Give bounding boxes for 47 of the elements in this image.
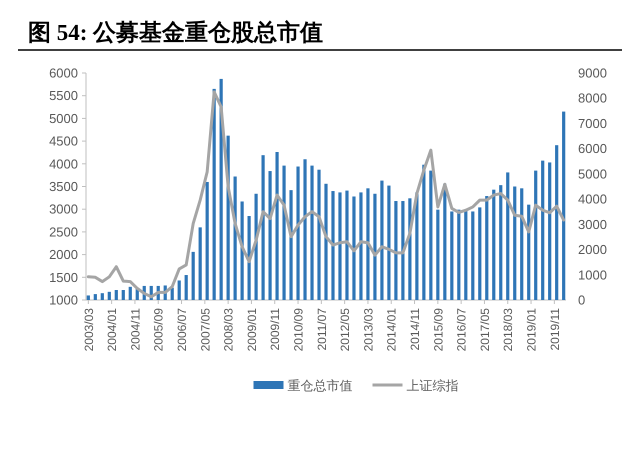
x-tick-label: 2007/05 — [198, 308, 212, 352]
y2-tick-label: 0 — [578, 292, 586, 308]
y2-tick-label: 6000 — [578, 141, 607, 156]
y-tick-label: 1000 — [49, 292, 78, 308]
x-tick-label: 2009/01 — [244, 308, 259, 352]
legend-上证综指: 上证综指 — [372, 378, 458, 393]
x-tick-label: 2016/07 — [454, 308, 469, 352]
y2-tick-label: 9000 — [578, 66, 607, 80]
x-tick-label: 2003/03 — [82, 308, 96, 352]
x-tick-label: 2012/05 — [338, 308, 352, 352]
x-tick-label: 2015/09 — [431, 308, 446, 352]
x-tick-label: 2011/07 — [314, 308, 329, 350]
x-tick-label: 2019/01 — [524, 308, 539, 352]
y2-tick-label: 4000 — [578, 192, 607, 207]
x-tick-label: 2019/11 — [548, 308, 562, 350]
legend-label: 重仓总市值 — [288, 378, 352, 393]
y2-tick-label: 5000 — [578, 166, 607, 182]
x-tick-label: 2008/03 — [222, 308, 236, 352]
x-tick-label: 2010/09 — [292, 308, 306, 352]
y2-tick-label: 3000 — [578, 216, 607, 232]
y-tick-label: 3500 — [49, 179, 78, 194]
y-tick-label: 4000 — [49, 156, 78, 172]
y2-tick-label: 8000 — [578, 90, 607, 106]
y-tick-label: 3000 — [49, 202, 78, 217]
x-tick-label: 2005/09 — [152, 308, 166, 352]
y2-tick-label: 1000 — [578, 267, 607, 282]
x-tick-label: 2006/07 — [175, 308, 190, 352]
y2-tick-label: 7000 — [578, 116, 607, 131]
y-tick-label: 2500 — [49, 224, 78, 240]
x-tick-label: 2014/11 — [408, 308, 422, 350]
y-tick-label: 4500 — [49, 134, 78, 149]
y-tick-label: 6000 — [49, 66, 78, 80]
x-tick-label: 2013/03 — [361, 308, 376, 352]
x-tick-label: 2014/01 — [384, 308, 399, 352]
x-tick-label: 2004/11 — [128, 308, 142, 350]
legend-重仓总市值: 重仓总市值 — [254, 378, 352, 393]
y2-tick-label: 2000 — [578, 242, 607, 258]
legend-label: 上证综指 — [406, 378, 458, 393]
y-tick-label: 2000 — [49, 247, 78, 262]
y-tick-label: 5000 — [49, 110, 78, 126]
y-tick-label: 5500 — [49, 88, 78, 104]
x-tick-label: 2017/05 — [478, 308, 492, 352]
x-tick-label: 2009/11 — [268, 308, 282, 350]
y-tick-label: 1500 — [49, 270, 78, 285]
x-tick-label: 2018/03 — [501, 308, 516, 352]
x-tick-label: 2004/01 — [105, 308, 120, 352]
chart-title: 图 54: 公募基金重仓股总市值 — [28, 19, 324, 45]
